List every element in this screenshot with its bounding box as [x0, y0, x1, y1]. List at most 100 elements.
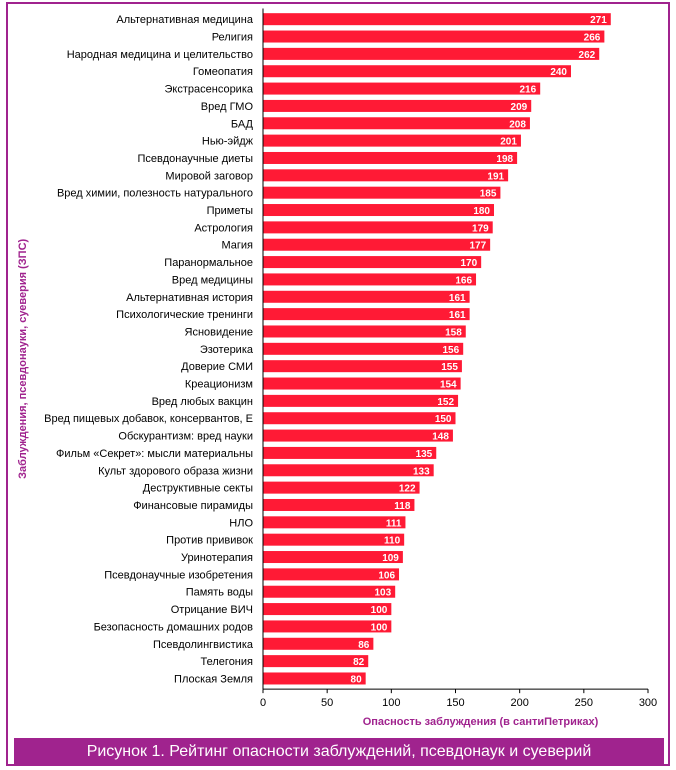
category-label: Псевдолингвистика — [153, 639, 254, 651]
bar — [263, 603, 392, 616]
bar — [263, 256, 482, 269]
bar — [263, 498, 415, 511]
bar-value-label: 161 — [449, 293, 466, 304]
bar-value-label: 152 — [437, 397, 454, 408]
bar — [263, 238, 491, 251]
bar — [263, 308, 470, 321]
category-label: Паранормальное — [164, 257, 253, 269]
bar-value-label: 158 — [445, 327, 462, 338]
category-label: Фильм «Секрет»: мысли материальны — [56, 448, 253, 460]
bar — [263, 290, 470, 303]
bar — [263, 65, 571, 78]
bar-value-label: 177 — [469, 241, 486, 252]
category-label: Вред любых вакцин — [152, 396, 253, 408]
bar — [263, 221, 493, 234]
category-label: Приметы — [207, 205, 254, 217]
category-label: Гомеопатия — [193, 66, 253, 78]
bar — [263, 637, 374, 650]
bar-value-label: 110 — [384, 536, 401, 547]
category-label: Доверие СМИ — [181, 361, 253, 373]
bar-value-label: 216 — [520, 85, 537, 96]
category-label: Мировой заговор — [165, 170, 253, 182]
bar-value-label: 180 — [473, 206, 490, 217]
bar-value-label: 201 — [500, 137, 517, 148]
bar — [263, 204, 494, 217]
bar — [263, 464, 434, 477]
bar-value-label: 154 — [440, 380, 457, 391]
category-label: Народная медицина и целительство — [67, 49, 253, 61]
category-label: Телегония — [201, 656, 253, 668]
bar-value-label: 135 — [416, 449, 433, 460]
bar-value-label: 148 — [432, 432, 449, 443]
category-label: Финансовые пирамиды — [133, 500, 253, 512]
bar-value-label: 118 — [394, 501, 411, 512]
bar-value-label: 80 — [351, 674, 363, 685]
bar — [263, 325, 466, 338]
bar-value-label: 208 — [509, 119, 526, 130]
bar-value-label: 86 — [358, 640, 370, 651]
category-label: Уринотерапия — [181, 552, 253, 564]
category-label: Вред химии, полезность натурального — [57, 188, 253, 200]
figure-caption: Рисунок 1. Рейтинг опасности заблуждений… — [14, 738, 664, 766]
category-label: Магия — [221, 240, 253, 252]
category-label: Астрология — [194, 222, 253, 234]
x-tick-label: 300 — [639, 697, 657, 709]
bar — [263, 360, 462, 373]
bar — [263, 117, 530, 130]
bar-value-label: 179 — [472, 223, 489, 234]
bar — [263, 377, 461, 390]
x-tick-label: 250 — [575, 697, 593, 709]
category-label: Плоская Земля — [174, 673, 253, 685]
category-label: Псевдонаучные изобретения — [104, 569, 253, 581]
bar — [263, 429, 453, 442]
bar-value-label: 82 — [353, 657, 365, 668]
category-label: Вред пищевых добавок, консервантов, Е — [44, 413, 253, 425]
bar-value-label: 266 — [584, 33, 601, 44]
bar — [263, 186, 501, 199]
category-labels: Альтернативная медицина Религия Народная м… — [44, 14, 254, 685]
bar-value-label: 100 — [371, 605, 388, 616]
bar-value-label: 262 — [579, 50, 596, 61]
category-label: Деструктивные секты — [143, 483, 253, 495]
bar-value-label: 133 — [413, 466, 430, 477]
bar — [263, 568, 400, 581]
bars — [263, 13, 611, 685]
bar-value-label: 150 — [435, 414, 452, 425]
category-label: Креационизм — [185, 379, 253, 391]
category-label: Психологические тренинги — [116, 309, 253, 321]
bar — [263, 30, 605, 43]
bar-value-label: 198 — [496, 154, 513, 165]
category-label: Нью-эйдж — [202, 136, 254, 148]
bar-value-label: 170 — [460, 258, 477, 269]
category-label: БАД — [231, 118, 254, 130]
bar-value-label: 100 — [371, 622, 388, 633]
category-label: Вред медицины — [172, 274, 253, 286]
y-axis-title: Заблуждения, псевдонауки, суеверия (ЗПС) — [17, 238, 29, 478]
bar — [263, 13, 611, 26]
category-label: Безопасность домашних родов — [94, 621, 254, 633]
bar-value-label: 155 — [441, 362, 458, 373]
category-label: Альтернативная медицина — [116, 14, 253, 26]
bar — [263, 551, 403, 564]
bar-value-label: 103 — [374, 588, 391, 599]
bar-value-label: 185 — [480, 189, 497, 200]
bar-value-label: 240 — [550, 67, 567, 78]
category-label: Эзотерика — [200, 344, 254, 356]
bar — [263, 134, 521, 147]
bar-value-label: 109 — [382, 553, 399, 564]
bar-value-label: 191 — [487, 171, 504, 182]
bar — [263, 169, 509, 182]
bar — [263, 394, 459, 407]
category-label: Ясновидение — [185, 326, 254, 338]
bar — [263, 99, 532, 112]
bar — [263, 655, 369, 668]
bar — [263, 585, 396, 598]
bar-value-label: 161 — [449, 310, 466, 321]
bar-value-label: 106 — [378, 570, 395, 581]
category-label: Отрицание ВИЧ — [171, 604, 253, 616]
bar — [263, 533, 405, 546]
bar — [263, 47, 600, 60]
bar — [263, 672, 366, 685]
bar-value-label: 271 — [590, 15, 607, 26]
x-ticks: 0 50 100 150 200 250 300 — [260, 689, 657, 709]
